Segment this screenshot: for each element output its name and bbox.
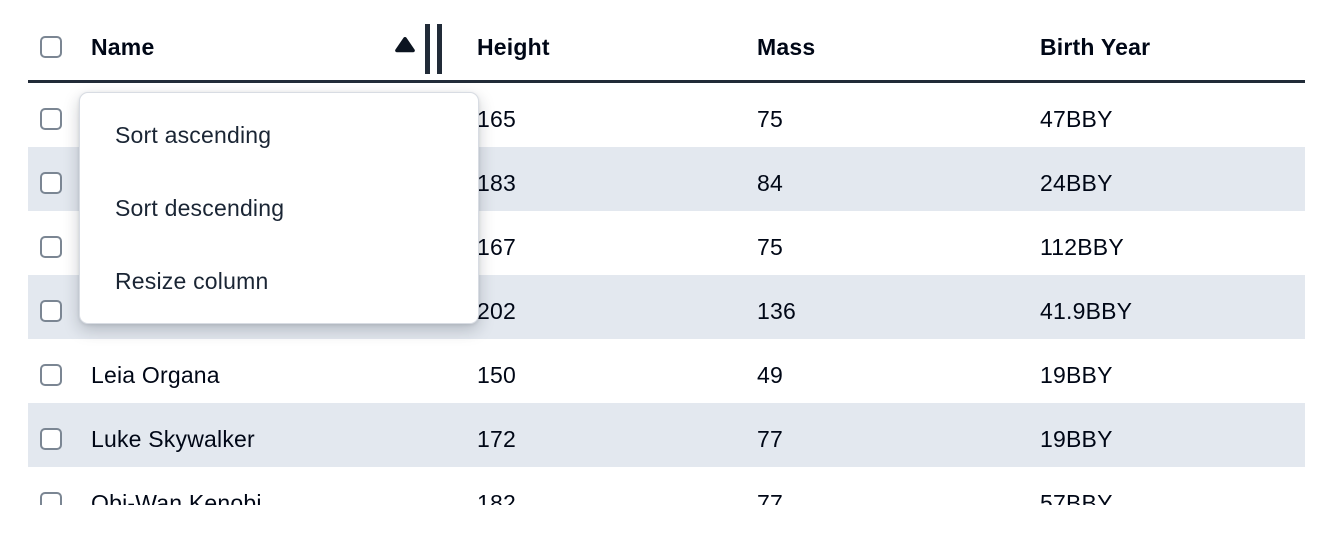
header-checkbox-cell — [28, 36, 91, 58]
cell-birth-year: 112BBY — [1040, 233, 1124, 260]
row-checkbox[interactable] — [40, 492, 62, 505]
column-header-height[interactable]: Height — [477, 34, 757, 61]
menu-item-resize-column[interactable]: Resize column — [115, 268, 269, 294]
column-header-mass[interactable]: Mass — [757, 34, 1040, 61]
column-header-menu: Sort ascending Sort descending Resize co… — [79, 92, 479, 324]
cell-mass: 75 — [757, 233, 783, 260]
column-header-mass-label[interactable]: Mass — [757, 33, 816, 60]
column-header-birth-year[interactable]: Birth Year — [1040, 34, 1305, 61]
row-checkbox[interactable] — [40, 108, 62, 130]
checkbox-cell — [28, 108, 91, 130]
menu-item-sort-ascending[interactable]: Sort ascending — [115, 122, 272, 148]
checkbox-cell — [28, 300, 91, 322]
column-header-birth-year-label[interactable]: Birth Year — [1040, 33, 1151, 60]
menu-item-sort-descending[interactable]: Sort descending — [115, 195, 285, 221]
cell-name: Obi-Wan Kenobi — [91, 489, 262, 506]
cell-mass: 77 — [757, 489, 783, 506]
cell-birth-year: 24BBY — [1040, 169, 1113, 196]
table-row: 165 75 47BBY — [28, 83, 1305, 147]
checkbox-cell — [28, 492, 91, 505]
table-header: Name Height Mass Birth Year — [28, 0, 1305, 83]
checkbox-cell — [28, 172, 91, 194]
column-header-height-label[interactable]: Height — [477, 33, 550, 60]
row-checkbox[interactable] — [40, 428, 62, 450]
cell-name: Luke Skywalker — [91, 425, 255, 452]
cell-name: Leia Organa — [91, 361, 220, 388]
cell-height: 182 — [477, 489, 516, 506]
resize-bar-left — [425, 24, 430, 74]
cell-height: 165 — [477, 105, 516, 132]
table-row: 167 75 112BBY — [28, 211, 1305, 275]
cell-height: 172 — [477, 425, 516, 452]
cell-height: 167 — [477, 233, 516, 260]
cell-height: 202 — [477, 297, 516, 324]
row-checkbox[interactable] — [40, 236, 62, 258]
column-header-name[interactable]: Name — [91, 34, 477, 61]
row-checkbox[interactable] — [40, 300, 62, 322]
cell-mass: 75 — [757, 105, 783, 132]
cell-mass: 84 — [757, 169, 783, 196]
table-row: Leia Organa 150 49 19BBY — [28, 339, 1305, 403]
cell-mass: 49 — [757, 361, 783, 388]
table-row: Luke Skywalker 172 77 19BBY — [28, 403, 1305, 467]
table-row: Obi-Wan Kenobi 182 77 57BBY — [28, 467, 1305, 505]
cell-height: 150 — [477, 361, 516, 388]
cell-birth-year: 19BBY — [1040, 361, 1113, 388]
sort-ascending-icon — [394, 36, 416, 53]
checkbox-cell — [28, 236, 91, 258]
resize-bar-right — [437, 24, 442, 74]
table-viewport: Name Height Mass Birth Year — [28, 0, 1305, 505]
select-all-checkbox[interactable] — [40, 36, 62, 58]
cell-birth-year: 57BBY — [1040, 489, 1113, 506]
cell-mass: 77 — [757, 425, 783, 452]
row-checkbox[interactable] — [40, 172, 62, 194]
row-checkbox[interactable] — [40, 364, 62, 386]
checkbox-cell — [28, 364, 91, 386]
cell-birth-year: 19BBY — [1040, 425, 1113, 452]
column-resize-handle[interactable] — [425, 24, 442, 74]
cell-birth-year: 47BBY — [1040, 105, 1113, 132]
checkbox-cell — [28, 428, 91, 450]
cell-height: 183 — [477, 169, 516, 196]
cell-birth-year: 41.9BBY — [1040, 297, 1133, 324]
column-header-name-label[interactable]: Name — [91, 33, 155, 60]
cell-mass: 136 — [757, 297, 796, 324]
